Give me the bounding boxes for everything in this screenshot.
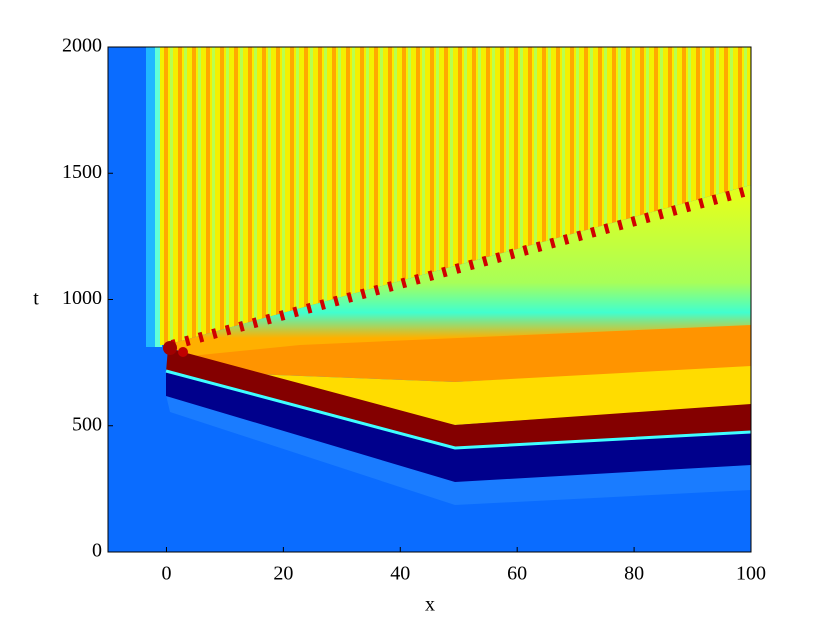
x-tick-label: 40 bbox=[390, 563, 410, 585]
x-tick-label: 60 bbox=[507, 563, 527, 585]
y-tick-label: 500 bbox=[72, 413, 102, 435]
x-tick-label: 0 bbox=[161, 563, 171, 585]
x-axis-label: x bbox=[425, 594, 435, 616]
y-tick-label: 1500 bbox=[62, 161, 102, 183]
x-tick-label: 80 bbox=[624, 563, 644, 585]
x-tick-label: 20 bbox=[273, 563, 293, 585]
y-axis-label: t bbox=[33, 288, 39, 310]
y-tick-label: 0 bbox=[92, 540, 102, 562]
y-tick-label: 2000 bbox=[62, 35, 102, 57]
x-tick-label: 100 bbox=[736, 563, 766, 585]
field bbox=[108, 47, 751, 552]
y-tick-label: 1000 bbox=[62, 287, 102, 309]
